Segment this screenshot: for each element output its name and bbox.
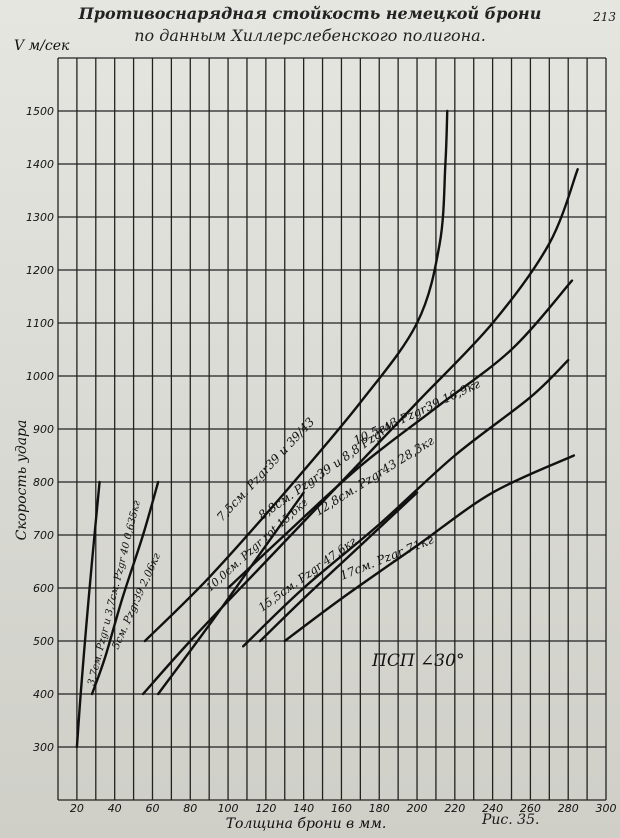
- series-line-1: [75, 480, 101, 749]
- x-tick-label: 40: [108, 802, 122, 815]
- y-axis-title: Скорость удара: [14, 420, 30, 541]
- y-tick-label: 1400: [26, 158, 54, 171]
- x-tick-label: 280: [558, 802, 579, 815]
- series-line-4: [141, 168, 579, 696]
- y-tick-label: 600: [33, 582, 54, 595]
- series-line-6: [226, 279, 574, 590]
- x-tick-label: 220: [444, 802, 465, 815]
- grid: [57, 57, 607, 801]
- chart-title-line-1: Противоснарядная стойкость немецкой брон…: [78, 4, 542, 23]
- tick-labels: 20 40 60 80 100 120 140 160 180 200 220 240 260 280 30…: [26, 105, 617, 815]
- series-line-8: [258, 491, 419, 643]
- y-tick-label: 1100: [26, 317, 54, 330]
- x-tick-label: 240: [482, 802, 503, 815]
- angle-annotation: ПСП ∠30°: [371, 651, 464, 671]
- y-tick-label: 800: [33, 476, 54, 489]
- series-line-3: [143, 109, 449, 643]
- series-line-7: [241, 358, 570, 648]
- series-line-5: [156, 491, 305, 696]
- x-tick-label: 200: [407, 802, 428, 815]
- x-tick-label: 140: [293, 802, 314, 815]
- x-tick-label: 120: [255, 802, 276, 815]
- x-tick-label: 260: [520, 802, 541, 815]
- x-tick-label: 20: [70, 802, 84, 815]
- y-axis-unit: V м/сек: [14, 38, 70, 54]
- y-tick-label: 1300: [26, 211, 54, 224]
- y-tick-label: 1500: [26, 105, 54, 118]
- x-tick-label: 160: [331, 802, 352, 815]
- y-tick-label: 500: [33, 635, 54, 648]
- y-tick-label: 300: [33, 741, 54, 754]
- x-tick-label: 100: [218, 802, 239, 815]
- y-tick-label: 1200: [26, 264, 54, 277]
- x-axis-title: Толщина брони в мм.: [226, 816, 387, 832]
- x-tick-label: 300: [596, 802, 617, 815]
- y-tick-label: 400: [33, 688, 54, 701]
- y-tick-label: 700: [33, 529, 54, 542]
- chart-title-line-2: по данным Хиллерслебенского полигона.: [134, 26, 486, 45]
- x-tick-label: 180: [369, 802, 390, 815]
- series-lines: [75, 109, 579, 749]
- page-number: 213: [593, 10, 616, 24]
- series-line-9: [283, 454, 576, 643]
- y-tick-label: 1000: [26, 370, 54, 383]
- series-line-2: [90, 480, 160, 696]
- figure-label: Рис. 35.: [482, 812, 540, 828]
- x-tick-label: 60: [145, 802, 159, 815]
- x-tick-label: 80: [183, 802, 197, 815]
- y-tick-label: 900: [33, 423, 54, 436]
